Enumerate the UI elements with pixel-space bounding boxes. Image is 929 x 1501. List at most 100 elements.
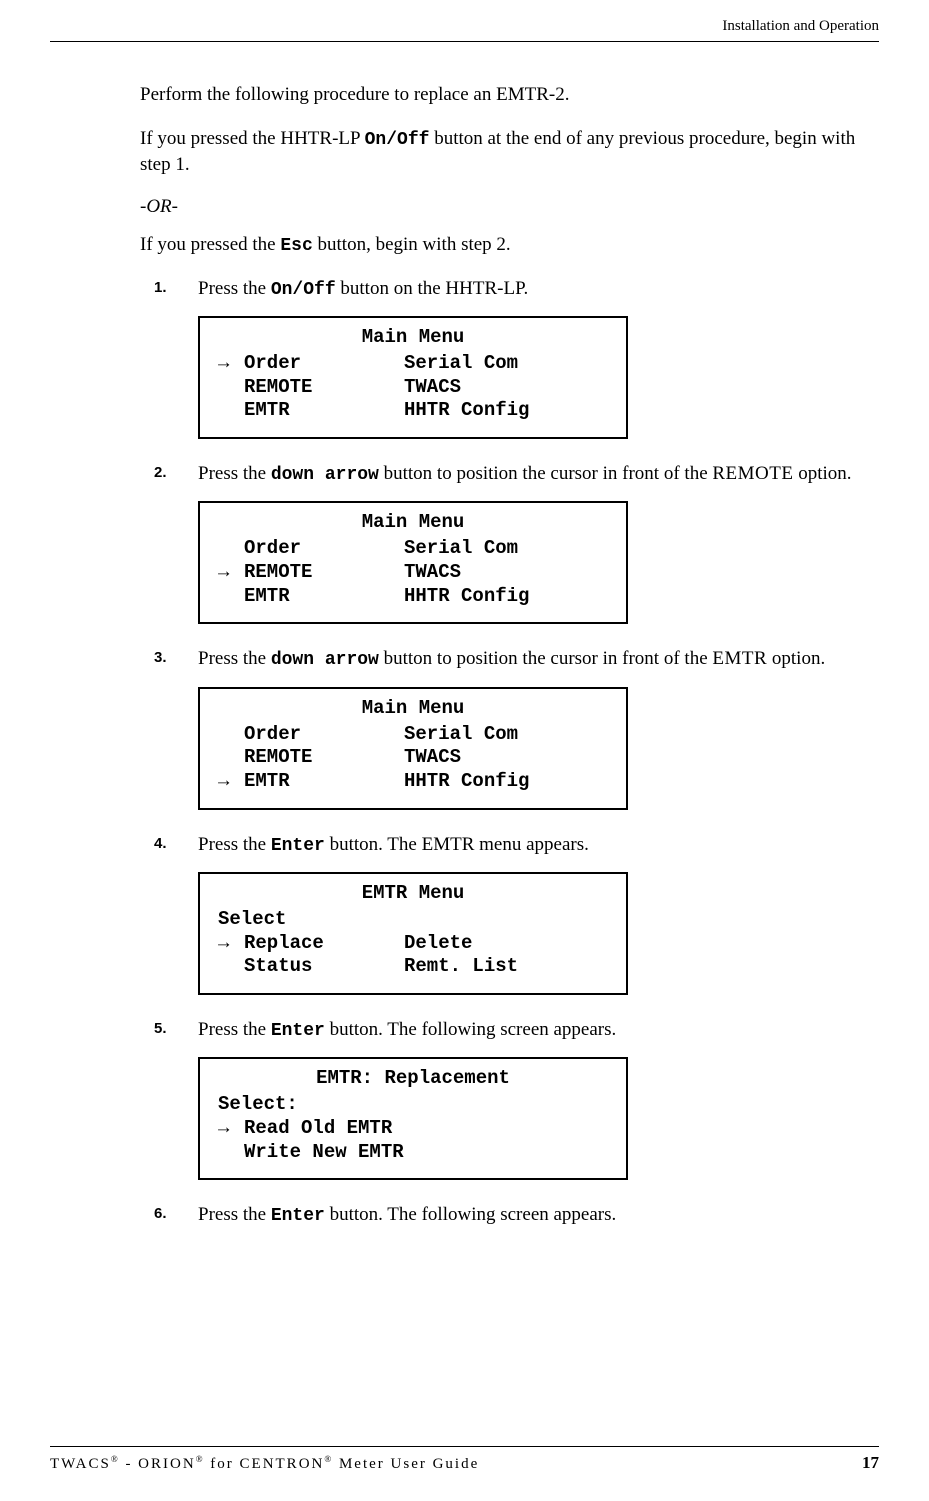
step-1: 1. Press the On/Off button on the HHTR-L… [188, 276, 879, 439]
arrow-blank [218, 1141, 244, 1165]
text: Press the [198, 278, 271, 299]
step-number: 3. [154, 648, 167, 668]
text: If you pressed the [140, 234, 280, 255]
text: - ORION [120, 1456, 196, 1472]
screen-emtr-menu: EMTR Menu Select → Replace Delete Status… [198, 872, 628, 995]
screen-main-menu-3: Main Menu Order Serial Com REMOTE TWACS … [198, 687, 628, 810]
text: If you pressed the HHTR-LP [140, 128, 365, 149]
menu-item: TWACS [404, 376, 608, 400]
arrow-icon: → [218, 932, 244, 956]
page-content: Perform the following procedure to repla… [0, 42, 929, 1229]
menu-item: REMOTE [244, 376, 404, 400]
screen-title: Main Menu [218, 511, 608, 535]
page-footer: TWACS® - ORION® for CENTRON® Meter User … [50, 1446, 879, 1473]
menu-item: REMOTE [244, 561, 404, 585]
screen-title: Main Menu [218, 326, 608, 350]
screen-title: EMTR Menu [218, 882, 608, 906]
step-6: 6. Press the Enter button. The following… [188, 1202, 879, 1228]
button-name: On/Off [271, 280, 336, 300]
screen-row: → Order Serial Com [218, 352, 608, 376]
step-4: 4. Press the Enter button. The EMTR menu… [188, 832, 879, 995]
arrow-blank [218, 376, 244, 400]
screen-title: EMTR: Replacement [218, 1067, 608, 1091]
text: Press the [198, 1204, 271, 1225]
page-number: 17 [862, 1453, 879, 1473]
screen-row: → EMTR HHTR Config [218, 770, 608, 794]
button-name: Enter [271, 1021, 325, 1041]
procedure-steps: 1. Press the On/Off button on the HHTR-L… [140, 276, 879, 1229]
menu-item: Replace [244, 932, 404, 956]
button-name: On/Off [365, 130, 430, 150]
text: Press the [198, 648, 271, 669]
intro-p3: If you pressed the Esc button, begin wit… [140, 232, 879, 258]
menu-item: Order [244, 723, 404, 747]
text: button, begin with step 2. [313, 234, 511, 255]
text: button to position the cursor in front o… [379, 463, 713, 484]
menu-item: Read Old EMTR [244, 1117, 392, 1141]
option-name: REMOTE [712, 463, 793, 484]
page-header: Installation and Operation [0, 0, 929, 42]
screen-row: REMOTE TWACS [218, 746, 608, 770]
text: button. The following screen appears. [325, 1204, 616, 1225]
select-label: Select: [218, 1093, 608, 1117]
text: Press the [198, 834, 271, 855]
menu-item: TWACS [404, 561, 608, 585]
menu-item: HHTR Config [404, 770, 608, 794]
button-name: down arrow [271, 465, 379, 485]
text: button. The EMTR menu appears. [325, 834, 589, 855]
menu-item: TWACS [404, 746, 608, 770]
screen-row: Write New EMTR [218, 1141, 608, 1165]
footer-rule [50, 1446, 879, 1447]
header-section-title: Installation and Operation [50, 18, 879, 35]
text: for CENTRON [205, 1456, 325, 1472]
text: button. The following screen appears. [325, 1019, 616, 1040]
arrow-blank [218, 955, 244, 979]
button-name: Enter [271, 836, 325, 856]
menu-item: Serial Com [404, 537, 608, 561]
step-3: 3. Press the down arrow button to positi… [188, 646, 879, 809]
menu-item: Remt. List [404, 955, 608, 979]
arrow-blank [218, 746, 244, 770]
step-number: 1. [154, 278, 167, 298]
menu-item: Order [244, 352, 404, 376]
arrow-blank [218, 723, 244, 747]
menu-item: Status [244, 955, 404, 979]
option-name: EMTR [712, 648, 767, 669]
screen-row: → Replace Delete [218, 932, 608, 956]
intro-p2: If you pressed the HHTR-LP On/Off button… [140, 126, 879, 178]
menu-item: Order [244, 537, 404, 561]
step-number: 5. [154, 1019, 167, 1039]
arrow-icon: → [218, 352, 244, 376]
menu-item: EMTR [244, 399, 404, 423]
screen-row: EMTR HHTR Config [218, 399, 608, 423]
screen-main-menu-1: Main Menu → Order Serial Com REMOTE TWAC… [198, 316, 628, 439]
button-name: down arrow [271, 650, 379, 670]
menu-item: REMOTE [244, 746, 404, 770]
registered-symbol: ® [196, 1454, 205, 1464]
text: TWACS [50, 1456, 111, 1472]
text: button to position the cursor in front o… [379, 648, 713, 669]
text: option. [767, 648, 825, 669]
menu-item: HHTR Config [404, 399, 608, 423]
arrow-icon: → [218, 561, 244, 585]
text: Press the [198, 463, 271, 484]
footer-line: TWACS® - ORION® for CENTRON® Meter User … [50, 1453, 879, 1473]
screen-row: EMTR HHTR Config [218, 585, 608, 609]
screen-row: Status Remt. List [218, 955, 608, 979]
arrow-blank [218, 585, 244, 609]
menu-item: Serial Com [404, 723, 608, 747]
screen-main-menu-2: Main Menu Order Serial Com → REMOTE TWAC… [198, 501, 628, 624]
menu-item: Serial Com [404, 352, 608, 376]
registered-symbol: ® [324, 1454, 333, 1464]
or-line: -OR- [140, 196, 879, 218]
button-name: Esc [280, 236, 312, 256]
menu-item: Delete [404, 932, 608, 956]
registered-symbol: ® [111, 1454, 120, 1464]
text: button on the HHTR-LP. [336, 278, 529, 299]
menu-item: EMTR [244, 585, 404, 609]
footer-title: TWACS® - ORION® for CENTRON® Meter User … [50, 1454, 479, 1473]
step-number: 2. [154, 463, 167, 483]
select-label: Select [218, 908, 608, 932]
step-2: 2. Press the down arrow button to positi… [188, 461, 879, 624]
text: Meter User Guide [333, 1456, 479, 1472]
